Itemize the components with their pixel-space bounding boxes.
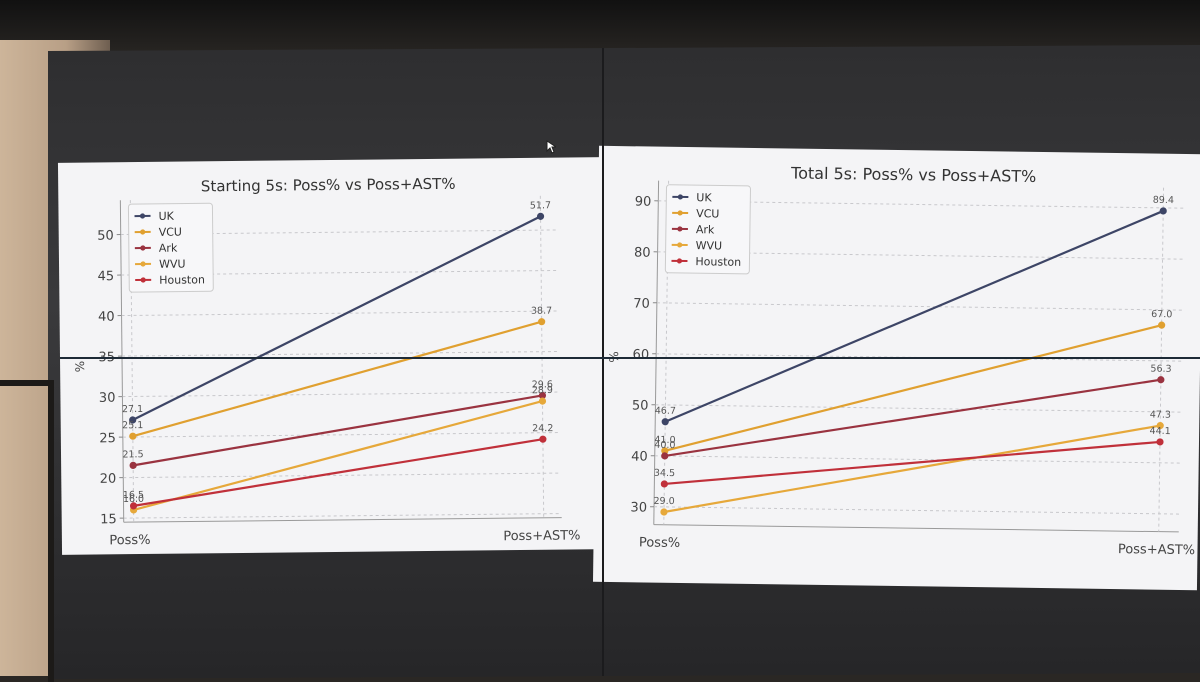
data-point-uk <box>662 418 669 425</box>
y-tick-label: 80 <box>634 245 651 260</box>
y-tick-label: 50 <box>97 229 114 244</box>
grid-line <box>123 473 561 478</box>
data-label: 44.1 <box>1149 426 1170 437</box>
data-label: 46.7 <box>655 406 676 417</box>
y-tick-label: 90 <box>635 195 652 210</box>
data-label: 38.7 <box>531 306 552 317</box>
x-axis <box>654 525 1179 532</box>
series-line-vcu <box>665 318 1162 457</box>
data-point-ark <box>1157 376 1164 383</box>
legend-label: Ark <box>159 242 178 255</box>
data-point-uk <box>1160 207 1167 214</box>
y-tick-label: 30 <box>630 500 647 515</box>
data-label: 56.3 <box>1150 364 1171 375</box>
grid-line <box>122 351 560 356</box>
chart-title: Starting 5s: Poss% vs Poss+AST% <box>201 175 456 196</box>
chart-svg-starting-5s: Starting 5s: Poss% vs Poss+AST% 15 20 25 30 3… <box>58 157 607 555</box>
data-label: 89.4 <box>1153 195 1174 206</box>
data-point-wvu <box>660 508 667 515</box>
legend-label: VCU <box>159 226 182 239</box>
y-axis <box>120 200 123 522</box>
y-tick-label: 70 <box>633 296 650 311</box>
data-label: 27.1 <box>122 404 143 415</box>
legend-label: Houston <box>695 255 741 269</box>
y-tick-label: 60 <box>633 347 650 362</box>
grid-line <box>657 303 1182 310</box>
legend-label: VCU <box>696 207 719 220</box>
x-tick-label: Poss% <box>639 535 680 551</box>
y-tick-label: 20 <box>100 472 117 487</box>
data-label: 34.5 <box>654 468 675 479</box>
x-tick-label: Poss% <box>109 533 150 548</box>
data-label: 25.1 <box>122 420 143 431</box>
data-label: 24.2 <box>532 423 553 434</box>
y-axis-label: % <box>73 361 87 373</box>
grid-line <box>124 514 562 519</box>
x-tick-label: Poss+AST% <box>503 528 580 544</box>
series-line-vcu <box>132 322 543 437</box>
data-label: 51.7 <box>530 200 551 211</box>
chart-svg-total-5s: Total 5s: Poss% vs Poss+AST% 30 40 50 60 70 80… <box>593 146 1200 590</box>
legend-label: UK <box>696 191 712 204</box>
data-point-vcu <box>538 318 545 325</box>
data-label: 21.5 <box>122 449 143 460</box>
stand-frame <box>0 380 54 682</box>
data-point-houston <box>1156 438 1163 445</box>
grid-line <box>654 507 1179 514</box>
data-point-houston <box>539 436 546 443</box>
series-line-ark <box>665 373 1161 463</box>
y-tick-label: 45 <box>98 269 115 284</box>
data-point-houston <box>661 480 668 487</box>
data-label: 40.0 <box>654 440 675 451</box>
data-point-wvu <box>539 397 546 404</box>
chart-starting-5s: Starting 5s: Poss% vs Poss+AST% 15 20 25 30 3… <box>58 157 607 555</box>
y-tick-label: 40 <box>631 449 648 464</box>
data-label: 29.0 <box>653 496 674 507</box>
data-label: 16.5 <box>123 490 144 501</box>
legend-label: WVU <box>159 258 186 271</box>
screen-seam <box>602 48 604 676</box>
data-point-ark <box>129 462 136 469</box>
x-grid-line <box>1159 188 1164 532</box>
chart-title: Total 5s: Poss% vs Poss+AST% <box>790 163 1036 185</box>
mouse-cursor-icon <box>546 140 556 154</box>
data-label: 67.0 <box>1151 309 1172 320</box>
chart-total-5s: Total 5s: Poss% vs Poss+AST% 30 40 50 60 70 80… <box>593 146 1200 590</box>
data-label: 28.9 <box>532 385 553 396</box>
series-line-houston <box>664 435 1160 491</box>
y-tick-label: 30 <box>99 391 116 406</box>
grid-line <box>122 311 560 316</box>
screen-divider-line <box>60 357 1200 359</box>
x-tick-label: Poss+AST% <box>1118 542 1195 558</box>
y-tick-label: 25 <box>99 431 116 446</box>
x-axis <box>124 518 562 523</box>
data-label: 47.3 <box>1150 409 1171 420</box>
y-tick-label: 15 <box>100 512 117 527</box>
grid-line <box>123 433 561 438</box>
y-tick-label: 50 <box>632 398 649 413</box>
legend-label: UK <box>158 210 174 223</box>
series-line-wvu <box>664 419 1160 519</box>
legend-label: Houston <box>159 273 205 286</box>
data-point-vcu <box>1158 322 1165 329</box>
series-line-houston <box>133 439 544 506</box>
grid-line <box>655 405 1180 412</box>
y-tick-label: 40 <box>98 310 115 325</box>
legend-label: Ark <box>696 223 715 236</box>
data-point-vcu <box>129 433 136 440</box>
legend-label: WVU <box>696 239 723 252</box>
data-point-uk <box>537 213 544 220</box>
